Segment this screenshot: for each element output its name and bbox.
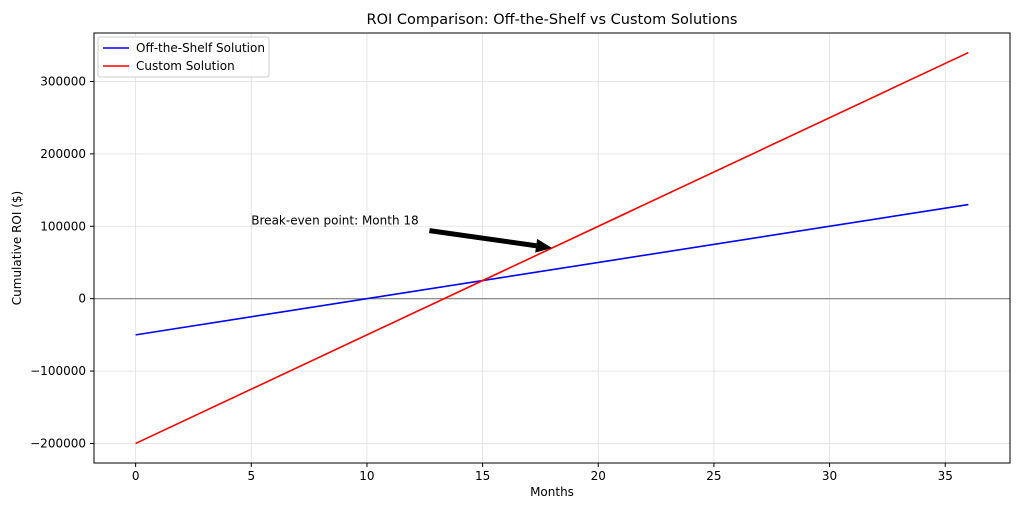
x-tick-label: 20: [591, 469, 606, 483]
x-tick-label: 5: [247, 469, 255, 483]
y-tick-label: −100000: [30, 364, 86, 378]
x-tick-label: 10: [359, 469, 374, 483]
y-axis-ticks: −200000 −100000 0 100000 200000 300000: [30, 75, 94, 450]
annotation-arrow-shaft: [429, 228, 537, 249]
series-line: [135, 51, 969, 445]
series-line: [135, 203, 969, 336]
y-tick-label: 100000: [40, 219, 86, 233]
legend-label: Custom Solution: [136, 59, 235, 73]
annotation: Break-even point: Month 18: [251, 213, 552, 253]
legend: Off-the-Shelf Solution Custom Solution: [97, 36, 270, 78]
x-tick-label: 35: [938, 469, 953, 483]
y-tick-label: −200000: [30, 436, 86, 450]
annotation-text: Break-even point: Month 18: [251, 213, 418, 227]
chart-title: ROI Comparison: Off-the-Shelf vs Custom …: [367, 12, 738, 28]
y-tick-label: 300000: [40, 75, 86, 89]
y-tick-label: 200000: [40, 147, 86, 161]
legend-label: Off-the-Shelf Solution: [136, 41, 265, 55]
x-axis-label: Months: [530, 485, 574, 499]
x-tick-label: 15: [475, 469, 490, 483]
series-lines: [135, 51, 969, 445]
plot-frame: [93, 32, 1011, 464]
annotation-arrow-head: [535, 238, 552, 253]
x-axis-ticks: 0 5 10 15 20 25 30 35: [132, 463, 953, 483]
x-tick-label: 0: [132, 469, 140, 483]
y-axis-label: Cumulative ROI ($): [10, 191, 24, 305]
x-tick-label: 25: [706, 469, 721, 483]
legend-box: [97, 36, 270, 78]
y-tick-label: 0: [78, 292, 86, 306]
x-tick-label: 30: [822, 469, 837, 483]
